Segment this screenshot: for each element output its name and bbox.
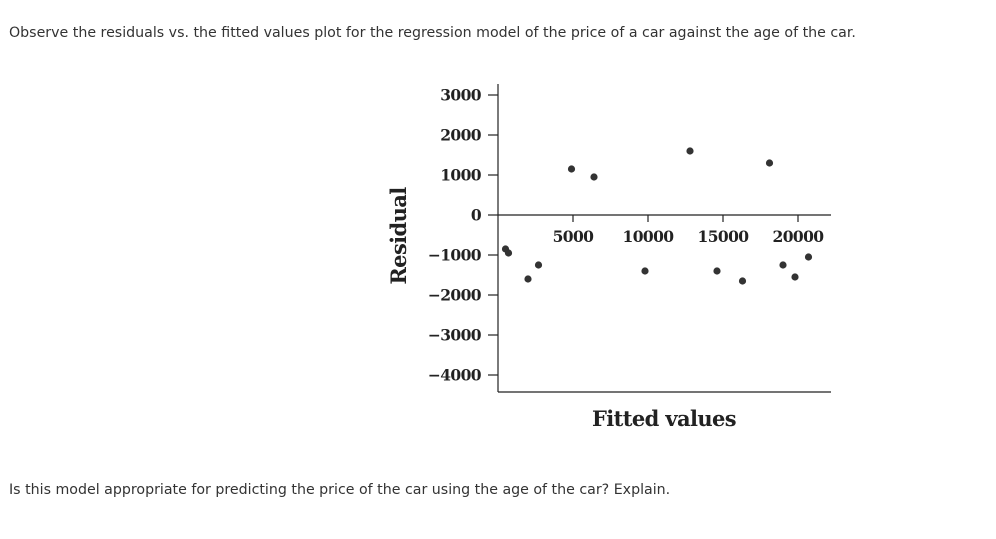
data-point [590, 173, 598, 181]
question-prompt: Observe the residuals vs. the fitted val… [9, 25, 856, 41]
data-point [804, 253, 813, 261]
data-point [504, 249, 513, 257]
data-point [713, 267, 721, 275]
x-tick-label: 5000 [553, 227, 595, 246]
data-point [765, 159, 774, 167]
data-point [534, 261, 543, 269]
data-point [791, 273, 799, 281]
question-follow-up: Is this model appropriate for predicting… [9, 482, 671, 498]
data-point [641, 267, 649, 275]
x-axis-label: Fitted values [592, 406, 736, 431]
data-point [524, 275, 532, 283]
y-tick-label: 3000 [440, 86, 482, 105]
x-tick-label: 15000 [698, 227, 750, 246]
data-point [738, 277, 747, 285]
data-point [567, 165, 576, 173]
y-tick-label: −2000 [428, 286, 482, 305]
y-axis-label: Residual [386, 187, 411, 285]
x-axis-ticks: 5000 10000 15000 20000 [553, 215, 825, 246]
x-tick-label: 20000 [773, 227, 825, 246]
y-tick-label: 0 [471, 206, 482, 225]
y-axis-ticks: 3000 2000 1000 0 −1000 −2000 −3000 −4000 [428, 86, 498, 385]
y-tick-label: 1000 [440, 166, 482, 185]
y-tick-label: −3000 [428, 326, 482, 345]
data-points [501, 147, 813, 285]
data-point [686, 147, 694, 155]
data-point [779, 261, 787, 269]
y-tick-label: −1000 [428, 246, 482, 265]
y-tick-label: 2000 [440, 126, 482, 145]
x-tick-label: 10000 [623, 227, 675, 246]
y-tick-label: −4000 [428, 366, 482, 385]
